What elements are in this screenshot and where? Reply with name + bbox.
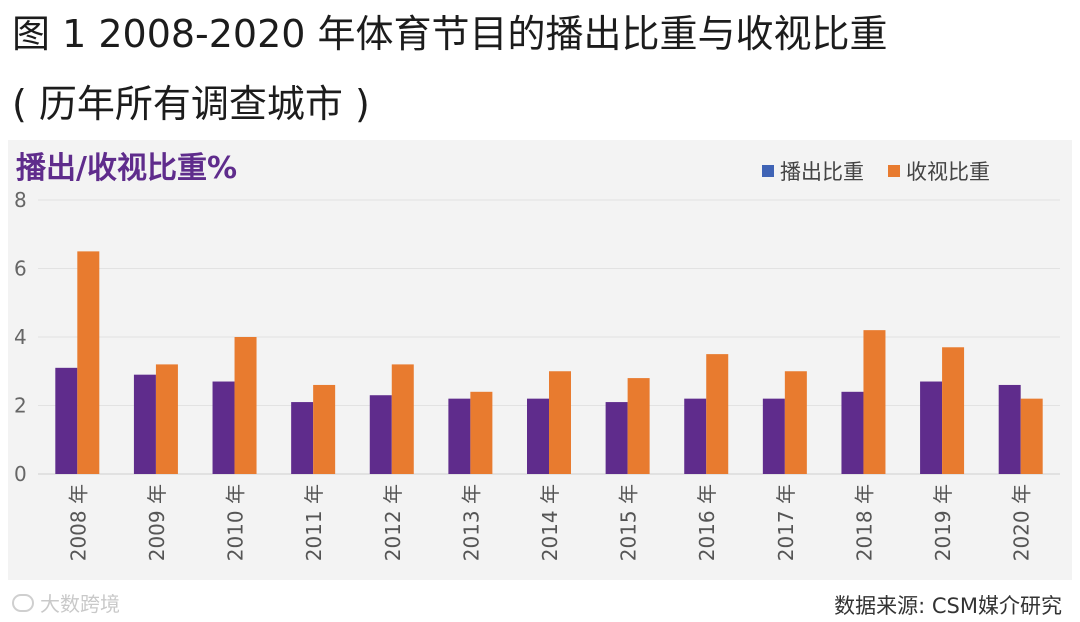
x-tick-label: 2015 年 xyxy=(617,484,641,561)
bar-viewing xyxy=(627,378,650,474)
page-subtitle: ( 历年所有调查城市 ) xyxy=(12,82,370,126)
bar-broadcast xyxy=(527,398,549,474)
bar-viewing xyxy=(234,337,257,474)
bar-viewing xyxy=(1020,398,1043,474)
x-tick-label: 2011 年 xyxy=(302,484,326,561)
bar-viewing xyxy=(784,371,807,474)
x-tick-label: 2009 年 xyxy=(145,484,169,561)
data-source: 数据来源: CSM媒介研究 xyxy=(834,594,1062,618)
bar-viewing xyxy=(942,347,965,474)
y-tick-label: 8 xyxy=(14,188,27,212)
x-tick-label: 2010 年 xyxy=(224,484,248,561)
page-title: 图 1 2008-2020 年体育节目的播出比重与收视比重 xyxy=(12,12,888,56)
chart-legend: 播出比重 收视比重 xyxy=(762,156,1014,186)
y-tick-label: 0 xyxy=(14,462,27,486)
bar-broadcast xyxy=(762,398,785,474)
bar-broadcast xyxy=(998,384,1021,474)
bar-broadcast xyxy=(291,402,314,474)
bar-broadcast xyxy=(684,398,707,474)
y-tick-label: 6 xyxy=(14,257,27,281)
legend-swatch-broadcast xyxy=(762,165,774,177)
y-tick-label: 4 xyxy=(14,325,27,349)
y-axis-title: 播出/收视比重% xyxy=(16,151,238,186)
x-tick-label: 2008 年 xyxy=(66,484,90,561)
chart-panel xyxy=(8,140,1072,580)
bar-broadcast xyxy=(133,374,156,474)
x-tick-label: 2020 年 xyxy=(1010,484,1034,561)
bar-viewing xyxy=(470,391,493,474)
watermark-logo-icon xyxy=(12,593,34,612)
legend-swatch-viewing xyxy=(888,165,900,177)
legend-item-viewing: 收视比重 xyxy=(888,156,990,186)
x-tick-label: 2014 年 xyxy=(538,484,562,561)
bar-viewing xyxy=(549,371,571,474)
y-tick-label: 2 xyxy=(14,394,27,418)
bar-broadcast xyxy=(212,381,235,474)
bar-viewing xyxy=(706,354,729,474)
x-tick-label: 2013 年 xyxy=(459,484,483,561)
bar-viewing xyxy=(155,364,178,474)
bar-broadcast xyxy=(605,402,628,474)
bar-viewing xyxy=(391,364,414,474)
x-tick-label: 2016 年 xyxy=(695,484,719,561)
x-tick-label: 2012 年 xyxy=(381,484,405,561)
bar-broadcast xyxy=(369,395,392,474)
x-tick-label: 2018 年 xyxy=(852,484,876,561)
bar-broadcast xyxy=(920,381,943,474)
bar-broadcast xyxy=(55,367,78,474)
watermark: 大数跨境 xyxy=(12,588,120,617)
legend-label-broadcast: 播出比重 xyxy=(780,160,864,184)
bar-viewing xyxy=(77,251,100,474)
bar-broadcast xyxy=(841,391,864,474)
legend-label-viewing: 收视比重 xyxy=(906,160,990,184)
legend-item-broadcast: 播出比重 xyxy=(762,156,864,186)
bar-viewing xyxy=(863,330,886,474)
watermark-text: 大数跨境 xyxy=(40,592,120,616)
bar-broadcast xyxy=(448,398,471,474)
x-tick-label: 2019 年 xyxy=(931,484,955,561)
bar-viewing xyxy=(313,384,336,474)
x-tick-label: 2017 年 xyxy=(774,484,798,561)
